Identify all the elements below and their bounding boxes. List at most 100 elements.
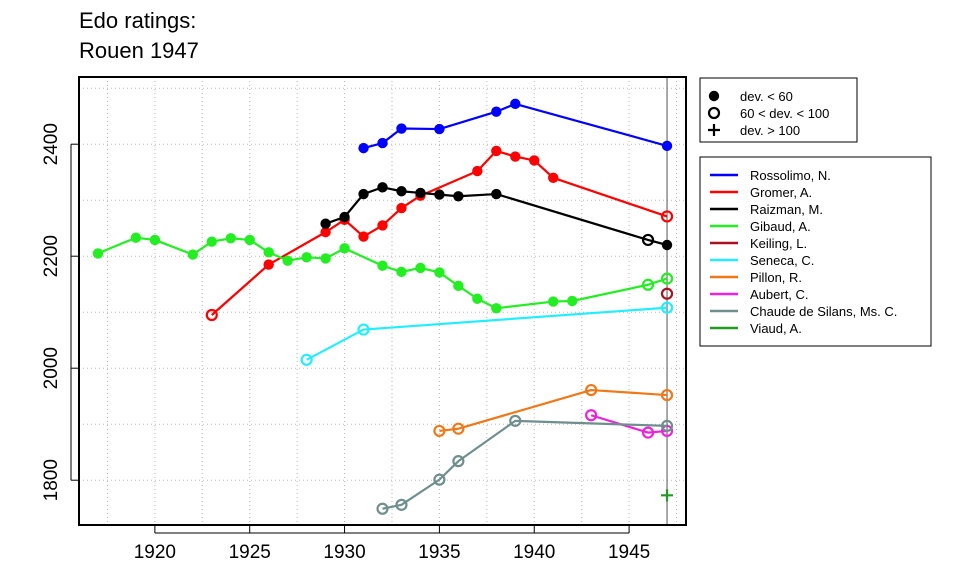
data-point <box>415 187 426 199</box>
y-tick-label: 2000 <box>41 347 62 389</box>
data-point <box>491 106 502 117</box>
data-point <box>149 234 161 246</box>
series <box>661 489 674 502</box>
series <box>376 414 674 515</box>
x-tick-label: 1935 <box>418 542 460 563</box>
data-point <box>434 123 445 135</box>
data-point <box>244 234 255 246</box>
x-tick-label: 1940 <box>513 542 555 563</box>
data-point <box>187 249 199 260</box>
data-point <box>339 211 350 223</box>
data-point <box>585 383 598 397</box>
data-point <box>641 278 655 291</box>
data-point <box>377 182 388 193</box>
legend-label: Viaud, A. <box>750 321 802 336</box>
x-tick-label: 1920 <box>134 542 176 563</box>
data-point <box>491 145 502 157</box>
series-line <box>439 388 668 433</box>
data-point <box>358 142 369 154</box>
series <box>92 232 674 314</box>
data-point <box>339 243 350 254</box>
series <box>433 383 674 438</box>
data-point <box>395 498 408 511</box>
series-line <box>211 149 668 316</box>
data-point <box>453 191 464 202</box>
legend-label: Chaude de Silans, Ms. C. <box>750 304 897 319</box>
y-tick-label: 2200 <box>41 235 62 277</box>
data-point <box>376 502 389 515</box>
data-point <box>453 280 464 292</box>
data-point <box>585 409 598 422</box>
data-point <box>320 226 331 238</box>
data-point <box>263 259 274 270</box>
data-point <box>433 424 446 438</box>
legend-marker <box>707 106 721 120</box>
axes: 1920 1925 1930 1935 1940 1945 1800 2000 2200 2400 <box>41 123 650 563</box>
legend-label: Seneca, C. <box>750 253 814 268</box>
data-point <box>660 287 674 300</box>
data-point <box>529 155 540 166</box>
legend-label: Raizman, M. <box>750 202 823 217</box>
data-point <box>396 202 407 214</box>
data-point <box>396 266 407 278</box>
legend-label: Aubert, C. <box>750 287 809 302</box>
data-point <box>660 272 674 285</box>
data-point <box>452 422 465 435</box>
legend-label: dev. < 60 <box>740 89 793 104</box>
legend-label: Rossolimo, N. <box>750 168 831 183</box>
data-point <box>641 233 655 247</box>
legend-label: Pillon, R. <box>750 270 802 285</box>
series <box>358 98 673 154</box>
data-point <box>130 232 142 243</box>
data-point <box>548 296 559 307</box>
data-point <box>661 489 674 502</box>
data-point <box>377 220 388 231</box>
plot-frame <box>78 76 687 526</box>
grid <box>79 77 686 525</box>
data-point <box>320 253 331 264</box>
data-point <box>566 295 578 307</box>
series-line <box>590 414 668 434</box>
data-point <box>205 308 218 322</box>
x-tick-label: 1925 <box>229 542 271 563</box>
legend-marker <box>708 124 720 136</box>
data-point <box>358 188 369 200</box>
data-point <box>263 247 274 258</box>
data-point <box>661 140 673 152</box>
data-point <box>206 236 217 247</box>
y-tick-label: 2400 <box>41 123 62 165</box>
series <box>320 182 673 251</box>
data-point <box>641 426 655 439</box>
data-point <box>660 388 674 402</box>
data-point <box>472 293 483 304</box>
legend-label: Gromer, A. <box>750 185 812 200</box>
data-point <box>434 189 445 200</box>
legend-marker <box>708 90 720 102</box>
data-point <box>433 473 446 486</box>
data-point <box>396 123 407 134</box>
data-point <box>301 252 312 263</box>
series <box>300 301 674 366</box>
data-point <box>472 165 483 177</box>
x-tick-label: 1945 <box>608 542 650 563</box>
series-line <box>363 102 668 150</box>
data-point <box>225 233 236 244</box>
data-point <box>660 301 674 314</box>
series-line <box>382 419 668 510</box>
series <box>585 409 674 439</box>
legend-label: Gibaud, A. <box>750 219 811 234</box>
data-point <box>660 419 674 432</box>
data-point <box>660 210 674 223</box>
data-point <box>282 255 293 266</box>
data-point <box>358 231 369 242</box>
data-point <box>548 172 559 183</box>
data-point <box>396 186 407 197</box>
data-point <box>434 267 445 278</box>
data-point <box>357 323 370 336</box>
data-point <box>660 424 674 438</box>
legend-label: Keiling, L. <box>750 236 807 251</box>
series-line <box>306 306 668 361</box>
legend-label: dev. > 100 <box>740 123 800 138</box>
